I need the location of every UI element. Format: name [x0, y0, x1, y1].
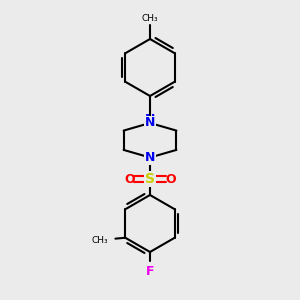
- Text: N: N: [145, 112, 155, 126]
- Text: CH₃: CH₃: [91, 236, 108, 245]
- Text: O: O: [124, 172, 135, 186]
- Text: S: S: [145, 172, 155, 186]
- Text: CH₃: CH₃: [142, 14, 158, 23]
- Text: N: N: [145, 116, 155, 130]
- Text: N: N: [145, 151, 155, 164]
- Text: F: F: [146, 265, 154, 278]
- Text: O: O: [165, 172, 176, 186]
